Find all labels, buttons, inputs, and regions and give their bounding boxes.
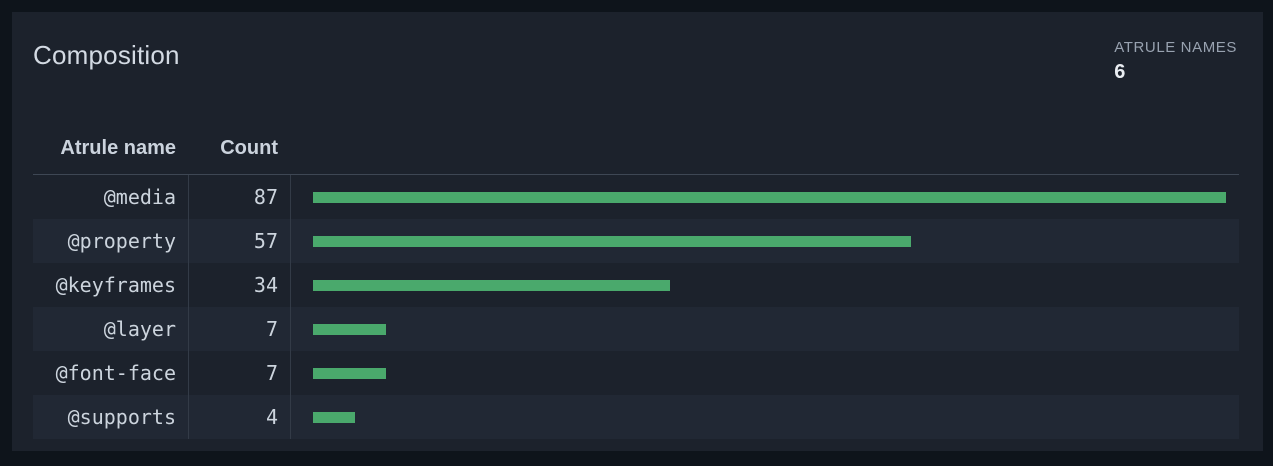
table-row: @supports 4	[33, 395, 1239, 439]
atrule-name-cell: @layer	[33, 307, 189, 351]
table-row: @font-face 7	[33, 351, 1239, 395]
column-header-atrule-name: Atrule name	[60, 137, 176, 159]
count-bar	[313, 323, 387, 335]
stat-label: ATRULE NAMES	[1114, 39, 1237, 56]
count-bar	[313, 367, 387, 379]
atrule-name-cell: @keyframes	[33, 263, 189, 307]
bar-cell	[291, 263, 1239, 307]
table-row: @keyframes 34	[33, 263, 1239, 307]
count-cell: 34	[189, 263, 291, 307]
atrule-name-cell: @property	[33, 219, 189, 263]
count-cell: 87	[189, 175, 291, 219]
stat-value: 6	[1114, 61, 1126, 83]
table-row: @media 87	[33, 175, 1239, 219]
table-body: @media 87 @property 57 @keyframes 34 @la…	[33, 175, 1239, 439]
count-bar	[313, 279, 670, 291]
composition-panel: Composition ATRULE NAMES 6 Atrule name C…	[12, 12, 1263, 451]
bar-cell	[291, 351, 1239, 395]
count-cell: 7	[189, 307, 291, 351]
bar-cell	[291, 307, 1239, 351]
panel-header: Composition ATRULE NAMES 6	[12, 12, 1263, 84]
bar-cell	[291, 395, 1239, 439]
bar-cell	[291, 175, 1239, 219]
atrule-names-stat: ATRULE NAMES 6	[1114, 38, 1237, 84]
count-bar	[313, 191, 1226, 203]
count-bar	[313, 235, 912, 247]
table-header-row: Atrule name Count	[33, 136, 1239, 175]
atrule-name-cell: @font-face	[33, 351, 189, 395]
count-cell: 57	[189, 219, 291, 263]
atrule-composition-table: Atrule name Count @media 87 @property 57…	[33, 136, 1239, 439]
atrule-name-cell: @supports	[33, 395, 189, 439]
page-title: Composition	[33, 40, 180, 70]
atrule-name-cell: @media	[33, 175, 189, 219]
column-header-count: Count	[220, 137, 278, 159]
count-cell: 4	[189, 395, 291, 439]
count-cell: 7	[189, 351, 291, 395]
column-header-bar-spacer	[291, 136, 1239, 160]
table-row: @property 57	[33, 219, 1239, 263]
count-bar	[313, 411, 355, 423]
table-row: @layer 7	[33, 307, 1239, 351]
bar-cell	[291, 219, 1239, 263]
